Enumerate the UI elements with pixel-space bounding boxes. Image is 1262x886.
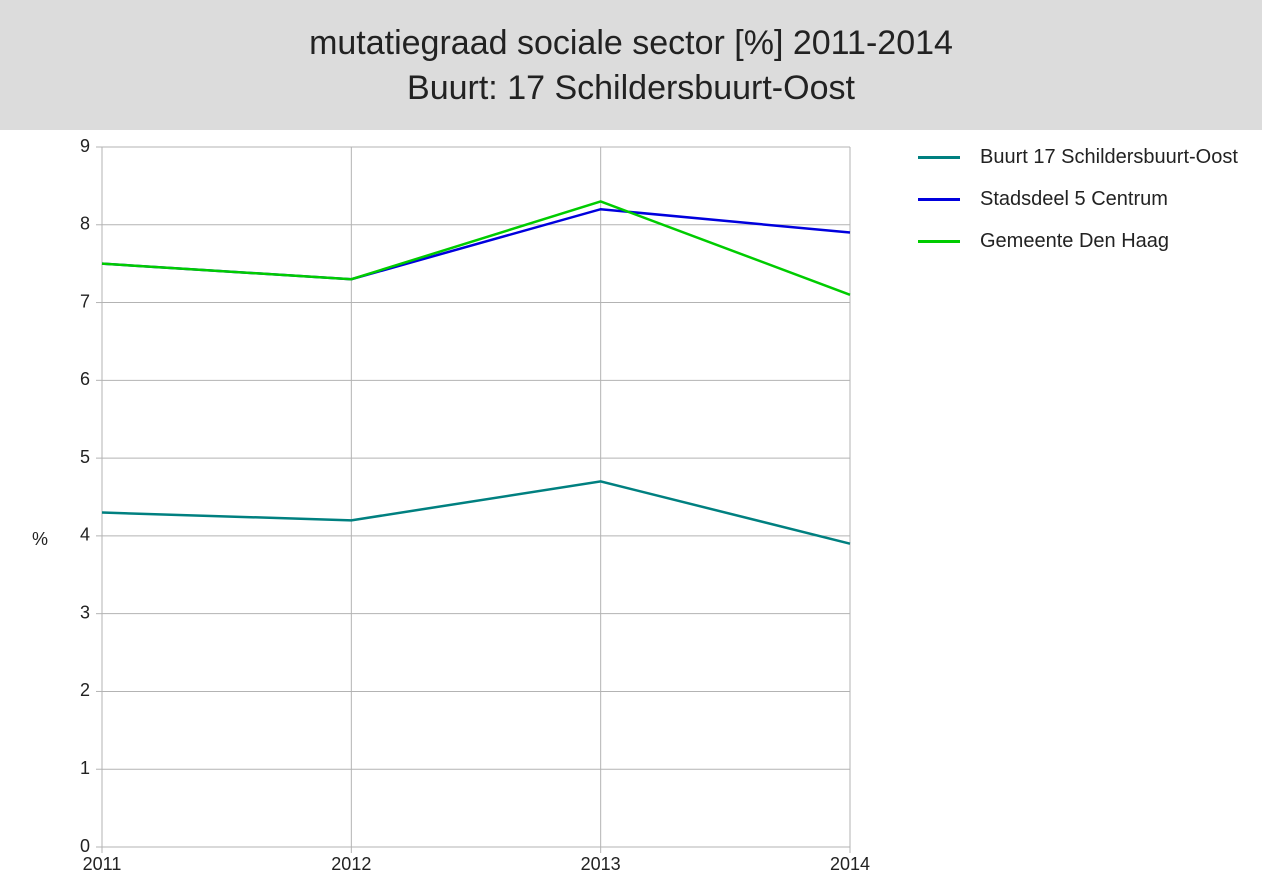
x-tick-label: 2012 [331,854,371,874]
series-line [101,200,851,296]
legend-item: Stadsdeel 5 Centrum [918,187,1258,211]
y-tick-label: 7 [80,291,90,311]
series-line [101,207,851,281]
legend-item: Buurt 17 Schildersbuurt-Oost [918,145,1258,169]
y-tick-label: 0 [80,836,90,856]
chart-subtitle: Buurt: 17 Schildersbuurt-Oost [407,69,855,107]
legend: Buurt 17 Schildersbuurt-Oost Stadsdeel 5 … [918,145,1258,271]
legend-label: Stadsdeel 5 Centrum [980,188,1168,210]
y-tick-label: 6 [80,369,90,389]
legend-swatch [918,198,960,201]
x-tick-label: 2011 [83,854,122,874]
y-tick-label: 8 [80,214,90,234]
legend-swatch [918,240,960,243]
chart-title: mutatiegraad sociale sector [%] 2011-201… [309,24,953,62]
legend-item: Gemeente Den Haag [918,229,1258,253]
x-tick-label: 2014 [830,854,870,874]
x-tick-label: 2013 [581,854,621,874]
y-tick-label: 3 [80,602,90,622]
series-line [101,480,851,545]
legend-label: Buurt 17 Schildersbuurt-Oost [980,146,1238,168]
y-tick-label: 4 [80,525,90,545]
y-tick-label: 2 [80,680,90,700]
legend-label: Gemeente Den Haag [980,230,1170,252]
y-tick-label: 5 [80,447,90,467]
y-tick-label: 1 [80,758,90,778]
title-banner [0,0,1262,130]
y-tick-label: 9 [80,136,90,156]
legend-swatch [918,156,960,159]
y-axis-label: % [32,529,48,549]
